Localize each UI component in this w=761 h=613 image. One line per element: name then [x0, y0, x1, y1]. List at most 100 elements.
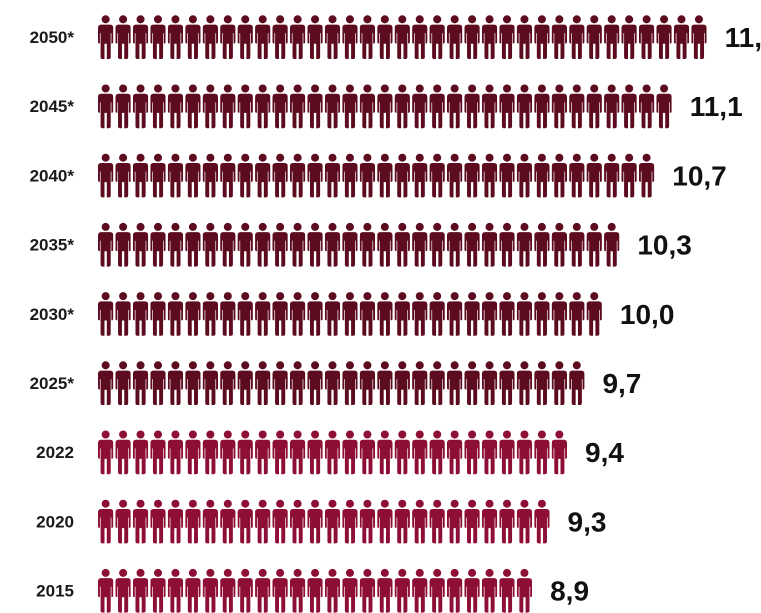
- chart-row: 2035* 10,3: [30, 222, 692, 267]
- person-icon: [185, 153, 201, 198]
- person-icon: [359, 84, 376, 129]
- person-icon: [185, 430, 201, 475]
- chart-row: 2022 9,4: [36, 430, 624, 475]
- person-icon: [691, 15, 707, 59]
- person-icon: [534, 499, 550, 544]
- chart-row: 2045* 11,1: [30, 84, 743, 129]
- person-icon: [429, 499, 445, 544]
- value-label: 10,3: [637, 230, 692, 261]
- person-icon: [185, 292, 201, 336]
- person-icon: [429, 430, 445, 475]
- person-icon: [150, 568, 166, 613]
- person-icon: [185, 568, 201, 613]
- person-icon: [447, 15, 463, 59]
- person-icon: [377, 499, 393, 544]
- chart-row: 2020 9,3: [36, 499, 606, 544]
- person-icon: [115, 499, 131, 544]
- year-label: 2020: [36, 512, 74, 531]
- person-icon: [359, 568, 376, 613]
- person-icon: [202, 222, 218, 267]
- person-icon: [377, 568, 393, 613]
- person-icon: [115, 15, 131, 59]
- person-icon: [220, 15, 236, 59]
- person-icon: [586, 222, 602, 267]
- person-icon: [551, 84, 567, 129]
- person-icon: [412, 361, 428, 405]
- person-icon: [202, 361, 218, 405]
- person-icon: [237, 84, 253, 129]
- person-icon: [202, 499, 218, 544]
- person-icon: [656, 15, 672, 59]
- person-icon: [342, 568, 358, 613]
- person-icon: [412, 430, 428, 475]
- person-icon: [307, 499, 323, 544]
- person-icon: [394, 568, 410, 613]
- person-icon: [534, 153, 550, 198]
- person-icon: [638, 84, 655, 129]
- chart-row: 2025* 9,7: [30, 361, 641, 405]
- person-icon: [604, 15, 620, 59]
- person-icon: [324, 15, 341, 59]
- person-icon: [464, 568, 480, 613]
- person-icon: [289, 222, 306, 267]
- person-icon: [481, 430, 498, 475]
- person-icon: [359, 361, 376, 405]
- person-icon: [98, 568, 114, 613]
- person-icon: [481, 222, 498, 267]
- person-icon: [447, 568, 463, 613]
- year-label: 2025*: [30, 374, 75, 393]
- person-icon: [150, 499, 166, 544]
- person-icon: [516, 361, 533, 405]
- person-icon: [516, 222, 533, 267]
- person-icon: [307, 568, 323, 613]
- person-icon: [220, 84, 236, 129]
- person-icon: [464, 222, 480, 267]
- person-icon: [289, 292, 306, 336]
- person-icon: [202, 84, 218, 129]
- person-icon: [447, 292, 463, 336]
- person-icon: [412, 15, 428, 59]
- person-icon: [324, 153, 341, 198]
- person-icon: [132, 430, 149, 475]
- person-icon: [132, 15, 149, 59]
- person-icon: [307, 84, 323, 129]
- person-icon: [394, 84, 410, 129]
- person-icon: [220, 292, 236, 336]
- value-label: 10,7: [672, 160, 727, 191]
- person-icon: [499, 153, 515, 198]
- person-icon: [394, 499, 410, 544]
- person-icon: [481, 292, 498, 336]
- person-icon: [342, 430, 358, 475]
- value-label: 9,7: [602, 368, 641, 399]
- person-icon: [185, 499, 201, 544]
- person-icon: [289, 568, 306, 613]
- person-icon: [324, 292, 341, 336]
- person-icon: [447, 153, 463, 198]
- person-icon: [289, 15, 306, 59]
- person-icon: [98, 361, 114, 405]
- person-icon: [132, 361, 149, 405]
- person-icon: [429, 292, 445, 336]
- person-icon: [167, 568, 184, 613]
- person-icon: [237, 430, 253, 475]
- value-label: 10,0: [620, 299, 675, 330]
- value-label: 11,1: [690, 91, 743, 122]
- person-icon: [255, 153, 271, 198]
- person-icon: [150, 361, 166, 405]
- person-icon: [167, 153, 184, 198]
- person-icon: [447, 499, 463, 544]
- person-icon: [516, 153, 533, 198]
- person-icon: [237, 292, 253, 336]
- person-icon: [255, 361, 271, 405]
- person-icon: [255, 15, 271, 59]
- person-icon: [429, 222, 445, 267]
- person-icon: [272, 361, 288, 405]
- person-icon: [272, 568, 288, 613]
- person-icon: [342, 499, 358, 544]
- person-icon: [359, 222, 376, 267]
- person-icon: [202, 15, 218, 59]
- person-icon: [98, 15, 114, 59]
- person-icon: [394, 222, 410, 267]
- person-icon: [516, 568, 533, 613]
- person-icon: [412, 84, 428, 129]
